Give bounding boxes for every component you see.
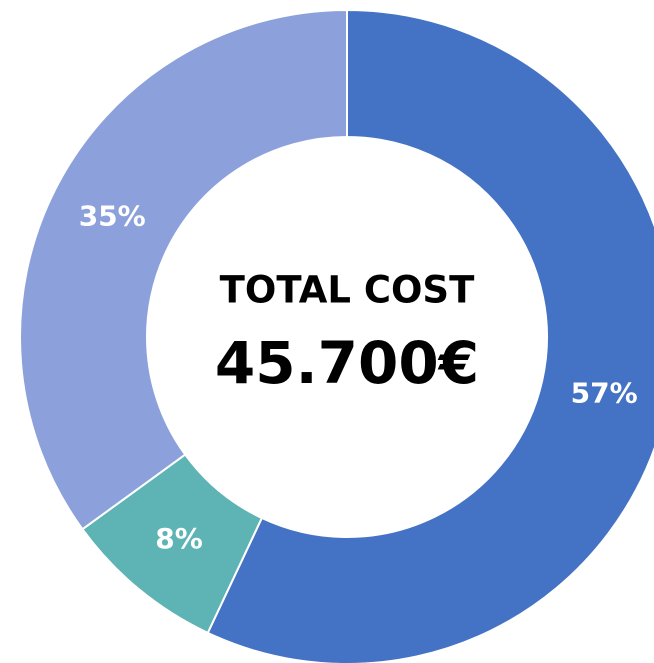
slice — [206, 8, 654, 663]
slice-label: 35% — [79, 199, 146, 232]
slice-label: 8% — [155, 522, 203, 555]
slice — [19, 8, 348, 531]
slice-label: 57% — [571, 376, 638, 409]
center-total: 45.700€ — [215, 329, 479, 397]
center-title: TOTAL COST — [220, 269, 475, 312]
